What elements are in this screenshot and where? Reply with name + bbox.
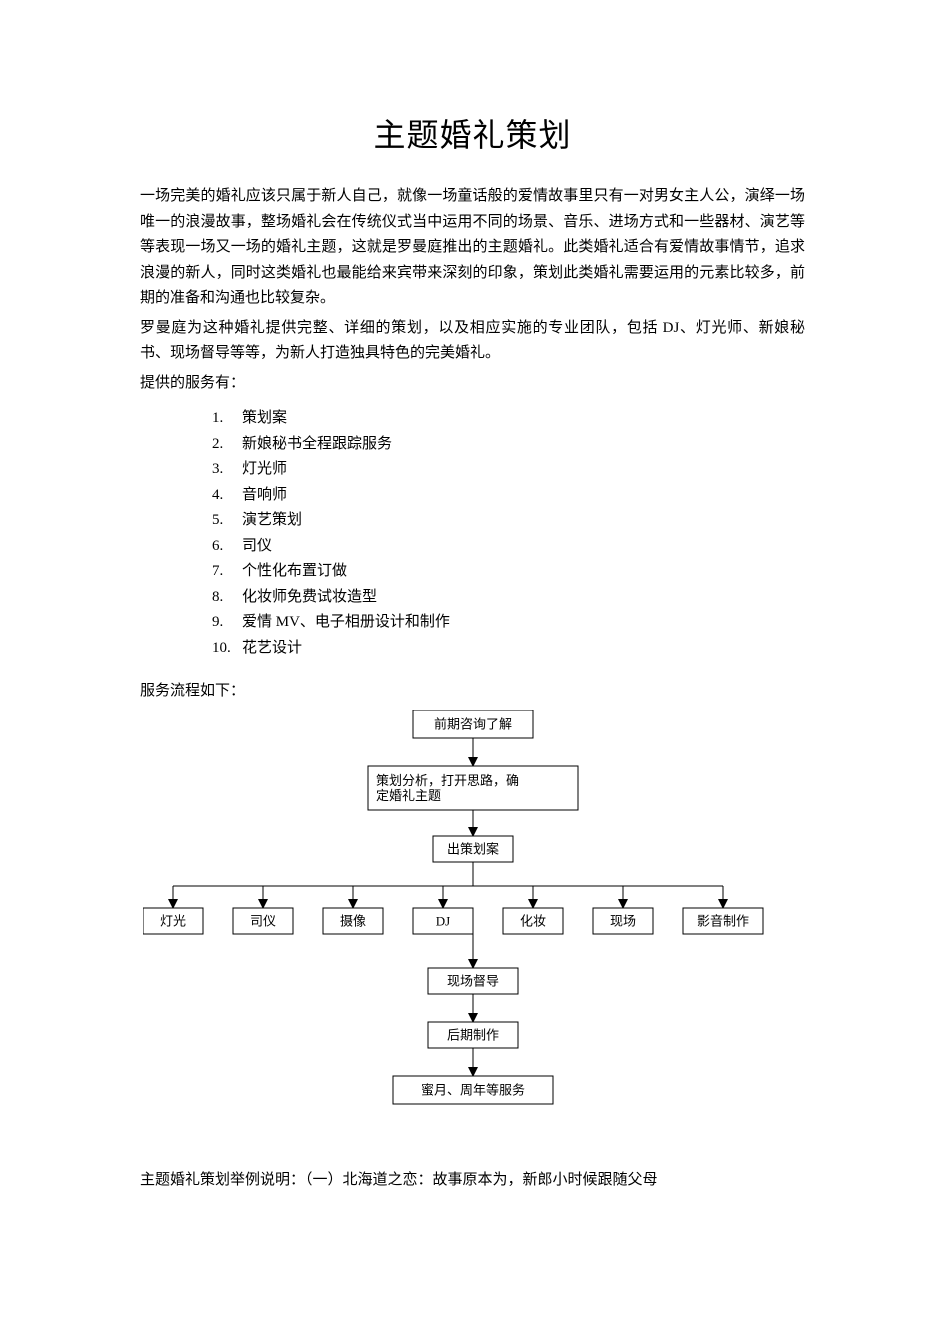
service-list-label: 灯光师	[242, 457, 287, 483]
service-list-number: 8.	[212, 585, 242, 611]
intro-paragraph-3: 提供的服务有：	[140, 371, 805, 397]
flow-node-label: 化妆	[519, 914, 545, 929]
service-list-number: 4.	[212, 483, 242, 509]
flow-node-label: 灯光	[159, 914, 185, 929]
flow-node: 后期制作	[428, 1022, 518, 1048]
flow-node-label: 策划分析，打开思路，确	[376, 773, 519, 788]
service-list-item: 7.个性化布置订做	[212, 559, 805, 585]
service-list-number: 5.	[212, 508, 242, 534]
flow-node: 影音制作	[683, 908, 763, 934]
flow-node: 蜜月、周年等服务	[393, 1076, 553, 1104]
service-list-label: 演艺策划	[242, 508, 302, 534]
service-list-label: 新娘秘书全程跟踪服务	[242, 432, 392, 458]
service-list-number: 2.	[212, 432, 242, 458]
service-list-label: 花艺设计	[242, 636, 302, 662]
flow-node-label: 司仪	[249, 914, 275, 929]
flow-node: 策划分析，打开思路，确定婚礼主题	[368, 766, 578, 810]
flow-node-label: 摄像	[339, 914, 365, 929]
flowchart-container: 前期咨询了解策划分析，打开思路，确定婚礼主题出策划案灯光 司仪 摄像 DJ 化妆 现场 影音…	[140, 710, 805, 1150]
flow-node: 摄像	[323, 908, 383, 934]
flow-node: 出策划案	[433, 836, 513, 862]
service-list-item: 3.灯光师	[212, 457, 805, 483]
page-title: 主题婚礼策划	[140, 110, 805, 156]
service-list-item: 6.司仪	[212, 534, 805, 560]
document-page: 主题婚礼策划 一场完美的婚礼应该只属于新人自己，就像一场童话般的爱情故事里只有一…	[0, 0, 945, 1337]
intro-paragraph-2: 罗曼庭为这种婚礼提供完整、详细的策划，以及相应实施的专业团队，包括 DJ、灯光师…	[140, 316, 805, 367]
service-list-item: 10.花艺设计	[212, 636, 805, 662]
service-list-number: 3.	[212, 457, 242, 483]
service-list: 1.策划案2.新娘秘书全程跟踪服务3.灯光师4.音响师5.演艺策划6.司仪7.个…	[140, 406, 805, 661]
flow-section-label: 服务流程如下：	[140, 679, 805, 700]
service-list-label: 个性化布置订做	[242, 559, 347, 585]
service-list-number: 1.	[212, 406, 242, 432]
flow-node: 现场	[593, 908, 653, 934]
flow-node: 现场督导	[428, 968, 518, 994]
flow-node-label: 后期制作	[446, 1028, 498, 1043]
service-list-item: 4.音响师	[212, 483, 805, 509]
service-list-item: 8.化妆师免费试妆造型	[212, 585, 805, 611]
flow-node-label: 定婚礼主题	[376, 788, 441, 803]
flow-node-label: 影音制作	[696, 914, 748, 929]
flowchart-svg: 前期咨询了解策划分析，打开思路，确定婚礼主题出策划案灯光 司仪 摄像 DJ 化妆 现场 影音…	[143, 710, 803, 1150]
flow-node: 灯光	[143, 908, 203, 934]
service-list-label: 音响师	[242, 483, 287, 509]
flow-node: DJ	[413, 908, 473, 934]
intro-paragraph-1: 一场完美的婚礼应该只属于新人自己，就像一场童话般的爱情故事里只有一对男女主人公，…	[140, 184, 805, 312]
flow-node-label: 蜜月、周年等服务	[420, 1083, 524, 1098]
flow-node-label: 现场督导	[446, 974, 498, 989]
service-list-number: 10.	[212, 636, 242, 662]
flow-node-label: 现场	[609, 914, 635, 929]
flow-node: 司仪	[233, 908, 293, 934]
service-list-number: 9.	[212, 610, 242, 636]
service-list-item: 2.新娘秘书全程跟踪服务	[212, 432, 805, 458]
service-list-item: 9.爱情 MV、电子相册设计和制作	[212, 610, 805, 636]
service-list-number: 6.	[212, 534, 242, 560]
flow-node-label: 出策划案	[446, 842, 498, 857]
service-list-label: 策划案	[242, 406, 287, 432]
flow-node: 化妆	[503, 908, 563, 934]
service-list-number: 7.	[212, 559, 242, 585]
service-list-label: 化妆师免费试妆造型	[242, 585, 377, 611]
service-list-item: 1.策划案	[212, 406, 805, 432]
example-paragraph: 主题婚礼策划举例说明：（一）北海道之恋：故事原本为，新郎小时候跟随父母	[140, 1168, 805, 1194]
service-list-label: 司仪	[242, 534, 272, 560]
flow-node: 前期咨询了解	[413, 710, 533, 738]
flow-node-label: 前期咨询了解	[433, 717, 511, 732]
flow-node-label: DJ	[435, 914, 449, 929]
service-list-label: 爱情 MV、电子相册设计和制作	[242, 610, 450, 636]
service-list-item: 5.演艺策划	[212, 508, 805, 534]
